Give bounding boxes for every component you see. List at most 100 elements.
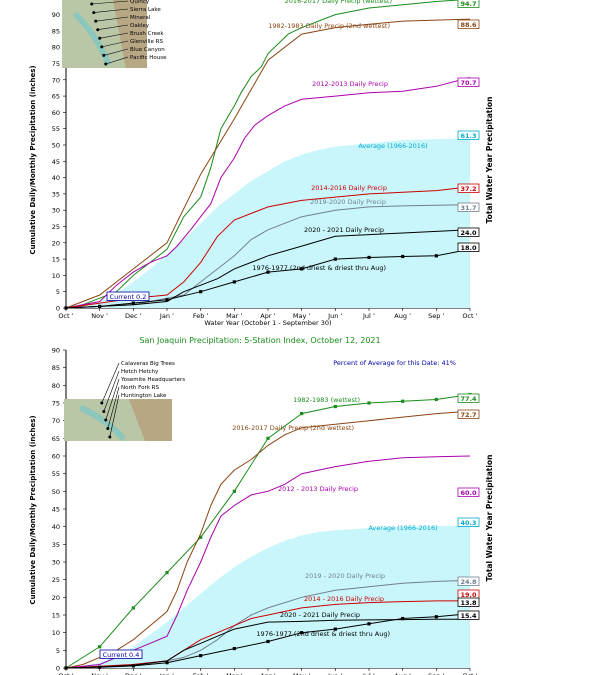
map-leader-line	[101, 362, 120, 404]
x-tick-label: Oct ’	[462, 672, 477, 675]
average-label: Average (1966-2016)	[368, 524, 437, 532]
series-marker	[401, 399, 405, 403]
x-tick-label: Dec ’	[125, 312, 142, 320]
y-tick-label: 35	[52, 190, 60, 198]
series-marker	[64, 306, 68, 310]
x-tick-label: Jul ’	[362, 312, 375, 320]
y-tick-label: 65	[52, 93, 60, 101]
current-text: Current 0.4	[103, 651, 140, 659]
map-leader-line	[93, 8, 129, 13]
y-tick-label: 15	[52, 612, 60, 620]
y-tick-label: 10	[52, 629, 60, 637]
map-valley	[78, 404, 126, 441]
x-tick-label: Nov ’	[91, 312, 108, 320]
current-box	[106, 291, 150, 301]
x-tick-label: Oct ’	[462, 312, 477, 320]
x-tick-label: Jan ’	[159, 312, 174, 320]
map-leader-line	[109, 394, 120, 438]
series-marker	[266, 270, 270, 274]
station-label: North Fork RS	[121, 385, 159, 391]
station-marker	[106, 427, 110, 430]
average-value-text: 40.3	[460, 519, 476, 527]
y-tick-label: 0	[56, 665, 60, 673]
station-label: Mineral	[130, 15, 151, 21]
series-marker	[98, 304, 102, 308]
map-leader-line	[99, 32, 129, 39]
value-box	[457, 19, 480, 29]
chart1-ylabel: Cumulative Daily/Monthly Precipitation (…	[29, 65, 37, 254]
value-box-text: 31.7	[460, 204, 476, 212]
map-leader-line	[107, 386, 120, 429]
series-marker	[266, 639, 270, 644]
series-label: 2016-2017 Daily Precip (wettest)	[285, 0, 392, 5]
y-tick-label: 10	[52, 272, 60, 280]
x-tick-label: Apr ’	[260, 312, 275, 320]
map-valley	[72, 11, 112, 66]
station-marker	[108, 435, 112, 439]
value-box	[457, 597, 480, 607]
y-tick-label: 90	[52, 11, 60, 19]
map-leader-line	[101, 40, 129, 48]
y-tick-label: 5	[56, 647, 60, 655]
station-label: Glenville RS	[130, 39, 163, 45]
value-box	[457, 576, 480, 586]
y-tick-label: 80	[52, 382, 60, 390]
series-marker	[199, 654, 203, 658]
value-box	[457, 0, 480, 8]
map-leader-line	[97, 24, 129, 31]
chart2-percent-note: Percent of Average for this Date: 41%	[333, 359, 456, 367]
x-tick-label: Jan ’	[159, 672, 174, 675]
value-box-text: 37.2	[460, 185, 476, 193]
station-marker	[94, 19, 98, 23]
y-tick-label: 25	[52, 576, 60, 584]
station-marker	[102, 53, 106, 57]
y-tick-label: 45	[52, 158, 60, 166]
map-leader-line	[103, 48, 129, 56]
series-marker	[434, 397, 438, 402]
value-box	[457, 77, 480, 87]
map-leader-line	[103, 370, 120, 412]
series-line	[65, 410, 471, 669]
series-marker	[434, 254, 438, 258]
map-mountains	[128, 399, 172, 441]
chart-northern-sierra: Cumulative Daily/Monthly Precipitation (…	[29, 0, 494, 327]
value-box-text: 77.4	[460, 395, 477, 403]
chart2-title: San Joaquin Precipitation: 5-Station Ind…	[139, 336, 380, 345]
y-tick-label: 55	[52, 125, 60, 133]
station-label: Hetch Hetchy	[121, 369, 159, 375]
value-box-text: 18.0	[460, 244, 477, 252]
x-tick-label: Jul ’	[362, 672, 375, 675]
station-marker	[90, 2, 94, 6]
station-marker	[96, 28, 100, 32]
series-label: 1982-1983 (wettest)	[293, 396, 360, 404]
series-label: 1976-1977 (2nd driest & driest thru Aug)	[256, 630, 390, 638]
series-marker	[199, 535, 203, 539]
x-tick-label: Jun ’	[327, 672, 342, 675]
station-label: Sierra Lake	[130, 7, 161, 13]
value-box-text: 60.0	[460, 489, 477, 497]
y-tick-label: 55	[52, 470, 60, 478]
x-tick-label: Oct ’	[58, 312, 73, 320]
map-leader-line	[105, 56, 129, 65]
value-box	[457, 610, 480, 620]
chart-san-joaquin: San Joaquin Precipitation: 5-Station Ind…	[29, 336, 494, 675]
x-tick-label: Jun ’	[327, 312, 342, 320]
x-tick-label: Aug ’	[394, 312, 411, 320]
value-box	[457, 393, 480, 403]
y-tick-label: 30	[52, 559, 60, 567]
series-marker	[333, 404, 337, 409]
series-marker	[300, 412, 304, 416]
series-label: 2020 - 2021 Daily Precip	[304, 226, 384, 234]
y-tick-label: 5	[56, 288, 60, 296]
station-marker	[98, 36, 102, 40]
y-tick-label: 60	[52, 453, 60, 461]
map-leader-line	[105, 378, 120, 421]
series-marker	[98, 645, 102, 649]
y-tick-label: 90	[52, 347, 60, 355]
series-line	[65, 77, 471, 309]
x-tick-label: May ’	[293, 312, 311, 320]
y-tick-label: 60	[52, 109, 60, 117]
y-tick-label: 70	[52, 76, 60, 84]
series-label: 1976-1977 (2nd driest & driest thru Aug)	[252, 264, 386, 272]
